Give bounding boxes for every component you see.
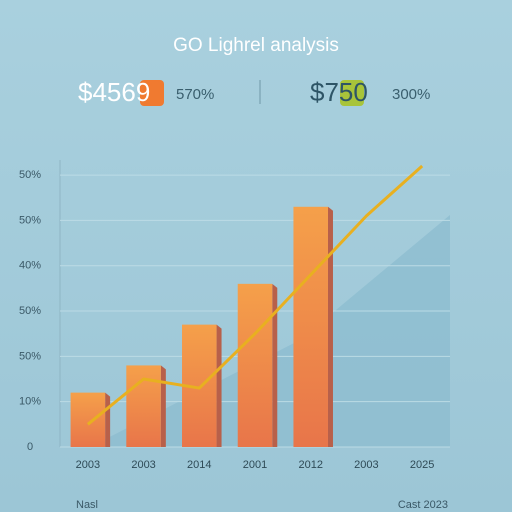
y-tick-label: 50% <box>19 350 41 362</box>
bar-side <box>216 324 222 447</box>
bar-face <box>70 392 106 447</box>
bar <box>237 283 278 447</box>
x-tick-label: 2003 <box>131 459 155 471</box>
x-tick-label: 2003 <box>76 459 100 471</box>
y-tick-label: 0 <box>27 441 33 453</box>
x-tick-label: 2012 <box>298 459 322 471</box>
kpi-change: 570% <box>176 86 214 103</box>
bar-side <box>105 392 111 447</box>
area-shade <box>90 215 450 447</box>
bar <box>126 365 166 447</box>
kpi-value: $4569 <box>78 77 150 107</box>
footnote: Cast 2023 <box>398 499 448 511</box>
chart-title: GO Lighrel analysis <box>173 35 339 56</box>
trend-line <box>86 164 424 426</box>
bar-face <box>293 206 328 447</box>
y-tick-label: 50% <box>19 214 41 226</box>
x-tick-label: 2025 <box>410 459 434 471</box>
kpi-change: 300% <box>392 86 430 103</box>
kpi-value: $750 <box>310 77 368 107</box>
y-tick-label: 50% <box>19 169 41 181</box>
bar <box>70 392 111 447</box>
y-tick-label: 50% <box>19 305 41 317</box>
bar-side <box>272 283 278 447</box>
x-tick-label: 2001 <box>243 459 267 471</box>
kpi-badge <box>140 80 164 106</box>
y-tick-label: 40% <box>19 260 41 272</box>
kpi-badge <box>340 80 364 106</box>
bar <box>293 206 333 447</box>
bar-side <box>160 365 166 447</box>
footnote: Nasl <box>76 499 98 511</box>
y-tick-label: 10% <box>19 396 41 408</box>
x-tick-label: 2014 <box>187 459 211 471</box>
bar-side <box>327 206 333 447</box>
x-tick-label: 2003 <box>354 459 378 471</box>
bar-face <box>237 283 273 447</box>
